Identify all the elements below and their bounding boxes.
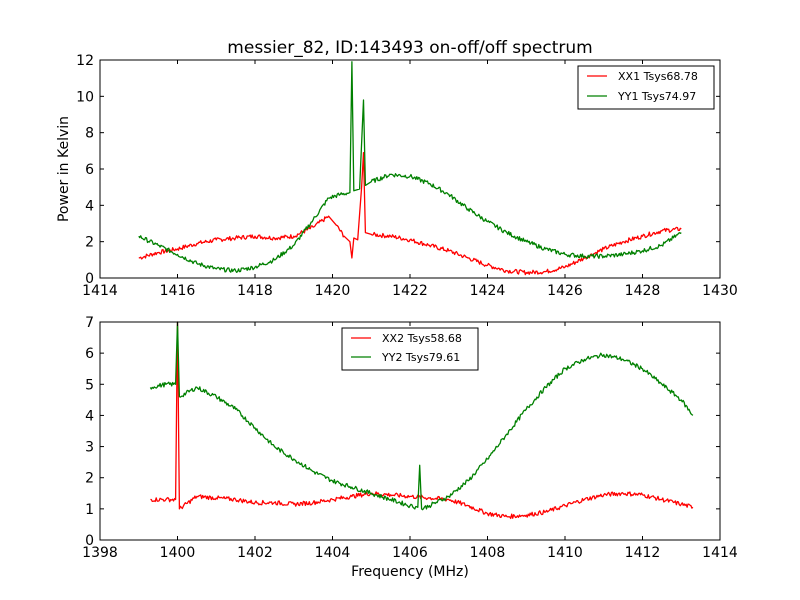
y-tick-label: 12 xyxy=(76,53,94,69)
bottom-plot-ticks: 1398 1400 1402 1404 1406 1408 1410 1412 1414 0 1 2 3… xyxy=(82,315,738,561)
y-tick-label: 2 xyxy=(85,235,94,251)
bottom-legend-label-yy2: YY2 Tsys79.61 xyxy=(381,351,460,364)
series-line-yy2 xyxy=(149,321,694,511)
y-tick-label: 3 xyxy=(85,440,94,456)
y-tick-label: 8 xyxy=(85,126,94,142)
y-tick-label: 0 xyxy=(85,271,94,287)
series-line-yy1 xyxy=(138,61,682,273)
y-tick-label: 10 xyxy=(76,89,94,105)
x-tick-label: 1428 xyxy=(625,283,661,299)
x-tick-label: 1414 xyxy=(702,545,738,561)
y-tick-label: 4 xyxy=(85,198,94,214)
y-tick-label: 7 xyxy=(85,315,94,331)
bottom-legend: XX2 Tsys58.68 YY2 Tsys79.61 xyxy=(341,327,479,371)
x-tick-label: 1426 xyxy=(547,283,583,299)
x-tick-label: 1398 xyxy=(82,545,118,561)
x-tick-label: 1410 xyxy=(547,545,583,561)
top-legend: XX1 Tsys68.78 YY1 Tsys74.97 xyxy=(577,65,715,110)
top-ylabel: Power in Kelvin xyxy=(56,116,72,222)
y-tick-label: 1 xyxy=(85,502,94,518)
bottom-subplot: 1398 1400 1402 1404 1406 1408 1410 1412 1414 0 1 2 3… xyxy=(82,315,738,580)
x-tick-label: 1414 xyxy=(82,283,118,299)
x-tick-label: 1404 xyxy=(315,545,351,561)
x-tick-label: 1416 xyxy=(160,283,196,299)
y-tick-label: 6 xyxy=(85,346,94,362)
x-tick-label: 1412 xyxy=(625,545,661,561)
top-legend-label-yy1: YY1 Tsys74.97 xyxy=(617,90,696,103)
x-tick-label: 1420 xyxy=(315,283,351,299)
x-tick-label: 1430 xyxy=(702,283,738,299)
series-line-xx1 xyxy=(138,151,682,276)
y-tick-label: 6 xyxy=(85,162,94,178)
x-tick-label: 1400 xyxy=(160,545,196,561)
y-tick-label: 2 xyxy=(85,471,94,487)
y-tick-label: 0 xyxy=(85,533,94,549)
figure-title: messier_82, ID:143493 on-off/off spectru… xyxy=(227,38,592,58)
top-subplot: 1414 1416 1418 1420 1422 1424 1426 1428 1430 0 2 4 6… xyxy=(56,53,738,299)
top-plot-lines xyxy=(138,61,682,276)
top-legend-box xyxy=(577,65,715,110)
x-tick-label: 1418 xyxy=(237,283,273,299)
bottom-xlabel: Frequency (MHz) xyxy=(351,564,469,580)
series-line-xx2 xyxy=(150,321,694,520)
y-tick-label: 4 xyxy=(85,408,94,424)
x-tick-label: 1424 xyxy=(470,283,506,299)
y-tick-label: 5 xyxy=(85,377,94,393)
bottom-plot-lines xyxy=(149,321,694,520)
x-tick-label: 1408 xyxy=(470,545,506,561)
x-tick-label: 1422 xyxy=(392,283,428,299)
bottom-legend-label-xx2: XX2 Tsys58.68 xyxy=(382,332,462,345)
x-tick-label: 1406 xyxy=(392,545,428,561)
top-legend-label-xx1: XX1 Tsys68.78 xyxy=(618,70,698,83)
x-tick-label: 1402 xyxy=(237,545,273,561)
top-plot-ticks: 1414 1416 1418 1420 1422 1424 1426 1428 1430 0 2 4 6… xyxy=(76,53,738,299)
bottom-legend-box xyxy=(341,327,479,371)
